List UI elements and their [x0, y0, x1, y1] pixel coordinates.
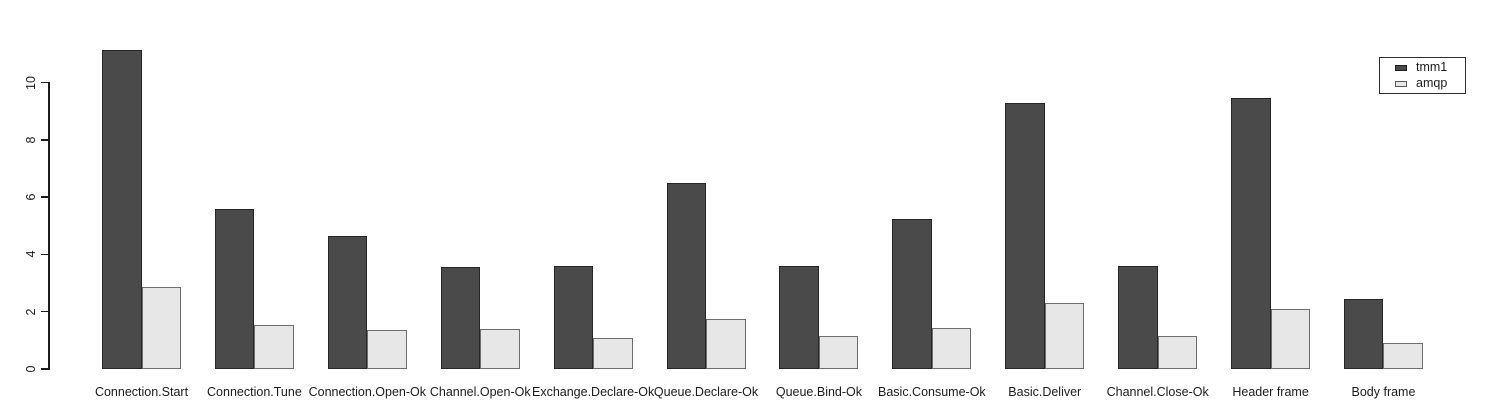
- y-tick-label: 8: [24, 136, 38, 144]
- legend: tmm1 amqp: [1379, 57, 1466, 94]
- bar-tmm1: [214, 208, 255, 369]
- bar-amqp: [1044, 303, 1085, 369]
- bar-amqp: [818, 336, 859, 369]
- y-tick-mark: [41, 310, 49, 313]
- legend-label: amqp: [1416, 76, 1448, 90]
- x-category-label: Basic.Consume-Ok: [878, 385, 986, 399]
- bar-tmm1: [779, 265, 819, 369]
- bar-amqp: [141, 287, 181, 369]
- bar-amqp: [254, 324, 294, 369]
- y-tick-label: 0: [24, 365, 38, 373]
- x-category-label: Body frame: [1351, 385, 1416, 399]
- bar-tmm1: [1118, 265, 1158, 369]
- bar-tmm1: [440, 267, 481, 369]
- bar-group: Connection.Open-Ok: [309, 0, 426, 399]
- bar-amqp: [367, 330, 407, 369]
- x-category-label: Queue.Declare-Ok: [653, 385, 759, 399]
- legend-item: tmm1: [1395, 61, 1465, 74]
- x-category-label: Header frame: [1232, 385, 1309, 399]
- y-tick-label: 6: [24, 193, 38, 201]
- bar-group: Header frame: [1231, 0, 1311, 399]
- legend-label: tmm1: [1416, 60, 1448, 74]
- bar-group: Channel.Open-Ok: [430, 0, 531, 399]
- bar-amqp: [480, 328, 520, 369]
- x-category-label: Basic.Deliver: [1008, 385, 1082, 399]
- bar-group: Basic.Consume-Ok: [878, 0, 986, 399]
- bar-group: Body frame: [1343, 0, 1423, 399]
- x-category-label: Exchange.Declare-Ok: [531, 385, 655, 399]
- bar-amqp: [706, 318, 746, 369]
- bar-tmm1: [892, 218, 932, 369]
- bar-tmm1: [327, 235, 368, 369]
- bar-group: Queue.Declare-Ok: [654, 0, 758, 399]
- bar-amqp: [593, 337, 633, 369]
- y-tick-label: 2: [24, 308, 38, 316]
- x-category-label: Connection.Tune: [207, 385, 302, 399]
- bar-amqp: [1270, 308, 1311, 369]
- bar-tmm1: [666, 182, 707, 369]
- plot-area: Connection.Start Connection.Tune Connectio…: [95, 0, 1423, 399]
- y-tick-mark: [41, 196, 49, 198]
- bar-amqp: [1157, 336, 1198, 369]
- y-tick-mark: [41, 253, 49, 256]
- bar-group: Basic.Deliver: [1005, 0, 1085, 399]
- bar-amqp: [931, 327, 972, 369]
- bar-tmm1: [1005, 102, 1045, 369]
- bar-group: Connection.Tune: [207, 0, 302, 399]
- x-category-label: Connection.Start: [94, 385, 189, 399]
- bar-group: Connection.Start: [95, 0, 188, 399]
- x-category-label: Connection.Open-Ok: [308, 385, 427, 399]
- y-tick-mark: [41, 139, 49, 141]
- bar-group: Channel.Close-Ok: [1107, 0, 1209, 399]
- y-tick-label: 4: [24, 250, 38, 258]
- y-tick-mark: [41, 368, 49, 370]
- x-category-label: Channel.Open-Ok: [429, 385, 531, 399]
- bar-group: Exchange.Declare-Ok: [532, 0, 654, 399]
- y-tick-label: 10: [24, 75, 38, 90]
- y-axis-line: [48, 82, 50, 370]
- bar-tmm1: [1231, 98, 1271, 369]
- legend-swatch-icon: [1395, 80, 1407, 87]
- bar-group: Queue.Bind-Ok: [776, 0, 862, 399]
- bar-tmm1: [1343, 298, 1384, 369]
- legend-item: amqp: [1395, 77, 1465, 90]
- bar-amqp: [1383, 343, 1423, 369]
- x-category-label: Queue.Bind-Ok: [775, 385, 863, 399]
- legend-swatch-icon: [1395, 64, 1407, 71]
- x-category-label: Channel.Close-Ok: [1106, 385, 1209, 399]
- y-tick-mark: [41, 81, 49, 84]
- bar-tmm1: [553, 265, 594, 369]
- bar-tmm1: [102, 49, 142, 369]
